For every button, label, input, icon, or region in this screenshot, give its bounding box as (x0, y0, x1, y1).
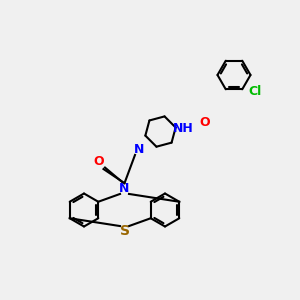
Text: N: N (119, 182, 130, 195)
Text: Cl: Cl (249, 85, 262, 98)
Text: S: S (119, 224, 130, 239)
Text: O: O (94, 155, 104, 168)
Text: N: N (134, 143, 145, 156)
Text: NH: NH (173, 122, 194, 135)
Text: O: O (199, 116, 210, 129)
